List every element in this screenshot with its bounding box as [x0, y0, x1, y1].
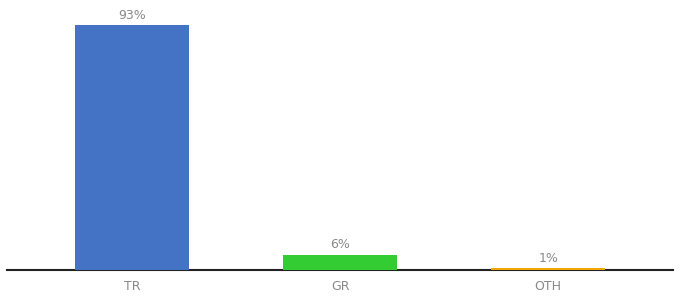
- Bar: [283, 254, 397, 270]
- Text: 1%: 1%: [539, 251, 558, 265]
- Text: 6%: 6%: [330, 238, 350, 251]
- Bar: [75, 26, 189, 270]
- Bar: [491, 268, 605, 270]
- Text: 93%: 93%: [118, 9, 146, 22]
